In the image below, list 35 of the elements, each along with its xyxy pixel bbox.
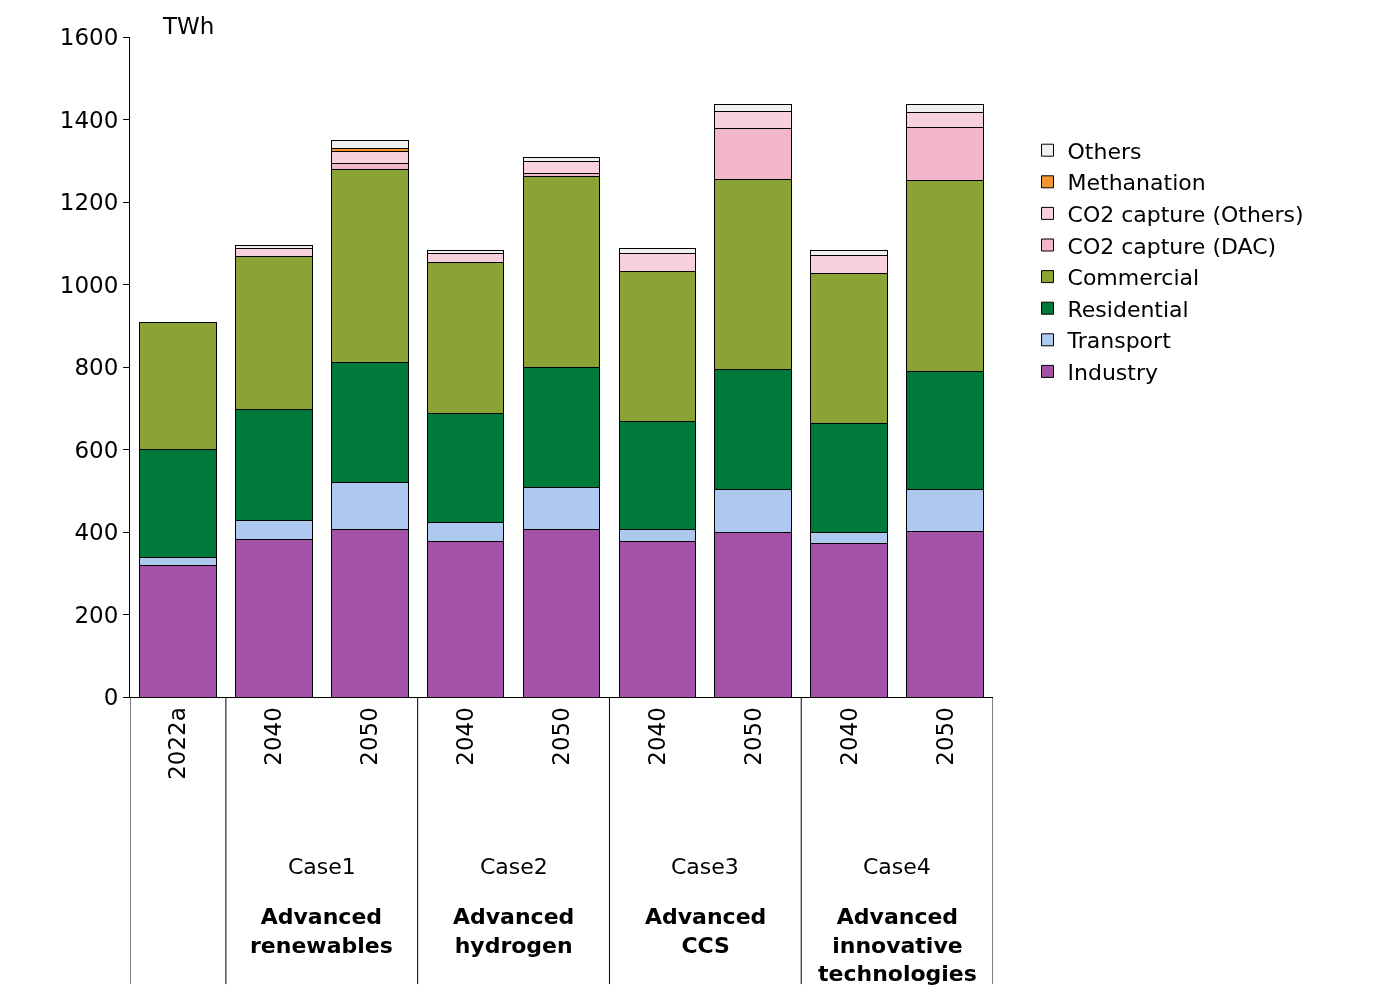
legend-label: CO2 capture (DAC): [1067, 233, 1277, 259]
text: Advanced innovative technologies: [818, 904, 977, 987]
x-tick-label: 2050: [356, 707, 383, 766]
legend-label: Others: [1067, 138, 1142, 164]
x-tick-label: 2050: [931, 707, 958, 766]
text: Case2: [480, 854, 548, 879]
text: Advanced CCS: [645, 904, 767, 958]
text: Case3: [671, 854, 739, 879]
y-tick-label: 1200: [59, 189, 119, 216]
legend-label: Residential: [1067, 296, 1189, 322]
x-tick-label: 2040: [260, 707, 287, 766]
y-tick-label: 800: [74, 354, 119, 381]
legend-label: Commercial: [1067, 265, 1200, 291]
text: Case4: [863, 854, 931, 879]
y-tick-label: 1600: [59, 24, 119, 51]
y-tick-label: 1000: [59, 271, 119, 298]
legend-label: Methanation: [1067, 170, 1206, 196]
y-tick-label: 0: [103, 684, 119, 711]
x-tick-label: 2050: [547, 707, 574, 766]
x-tick-label: 2022a: [164, 707, 191, 780]
x-tick-label: 2040: [835, 707, 862, 766]
x-tick-label: 2040: [643, 707, 670, 766]
text: Advanced renewables: [250, 904, 393, 958]
y-axis-title: TWh: [162, 13, 215, 39]
y-tick-label: 400: [74, 519, 119, 546]
legend-label: CO2 capture (Others): [1067, 201, 1304, 227]
legend-label: Industry: [1067, 359, 1159, 385]
x-tick-label: 2040: [452, 707, 479, 766]
x-tick-label: 2050: [739, 707, 766, 766]
y-tick-label: 600: [74, 436, 119, 463]
y-tick-label: 1400: [59, 106, 119, 133]
y-tick-label: 200: [74, 601, 119, 628]
text: Case1: [288, 854, 356, 879]
text: Advanced hydrogen: [453, 904, 575, 958]
legend-label: Transport: [1066, 328, 1172, 354]
